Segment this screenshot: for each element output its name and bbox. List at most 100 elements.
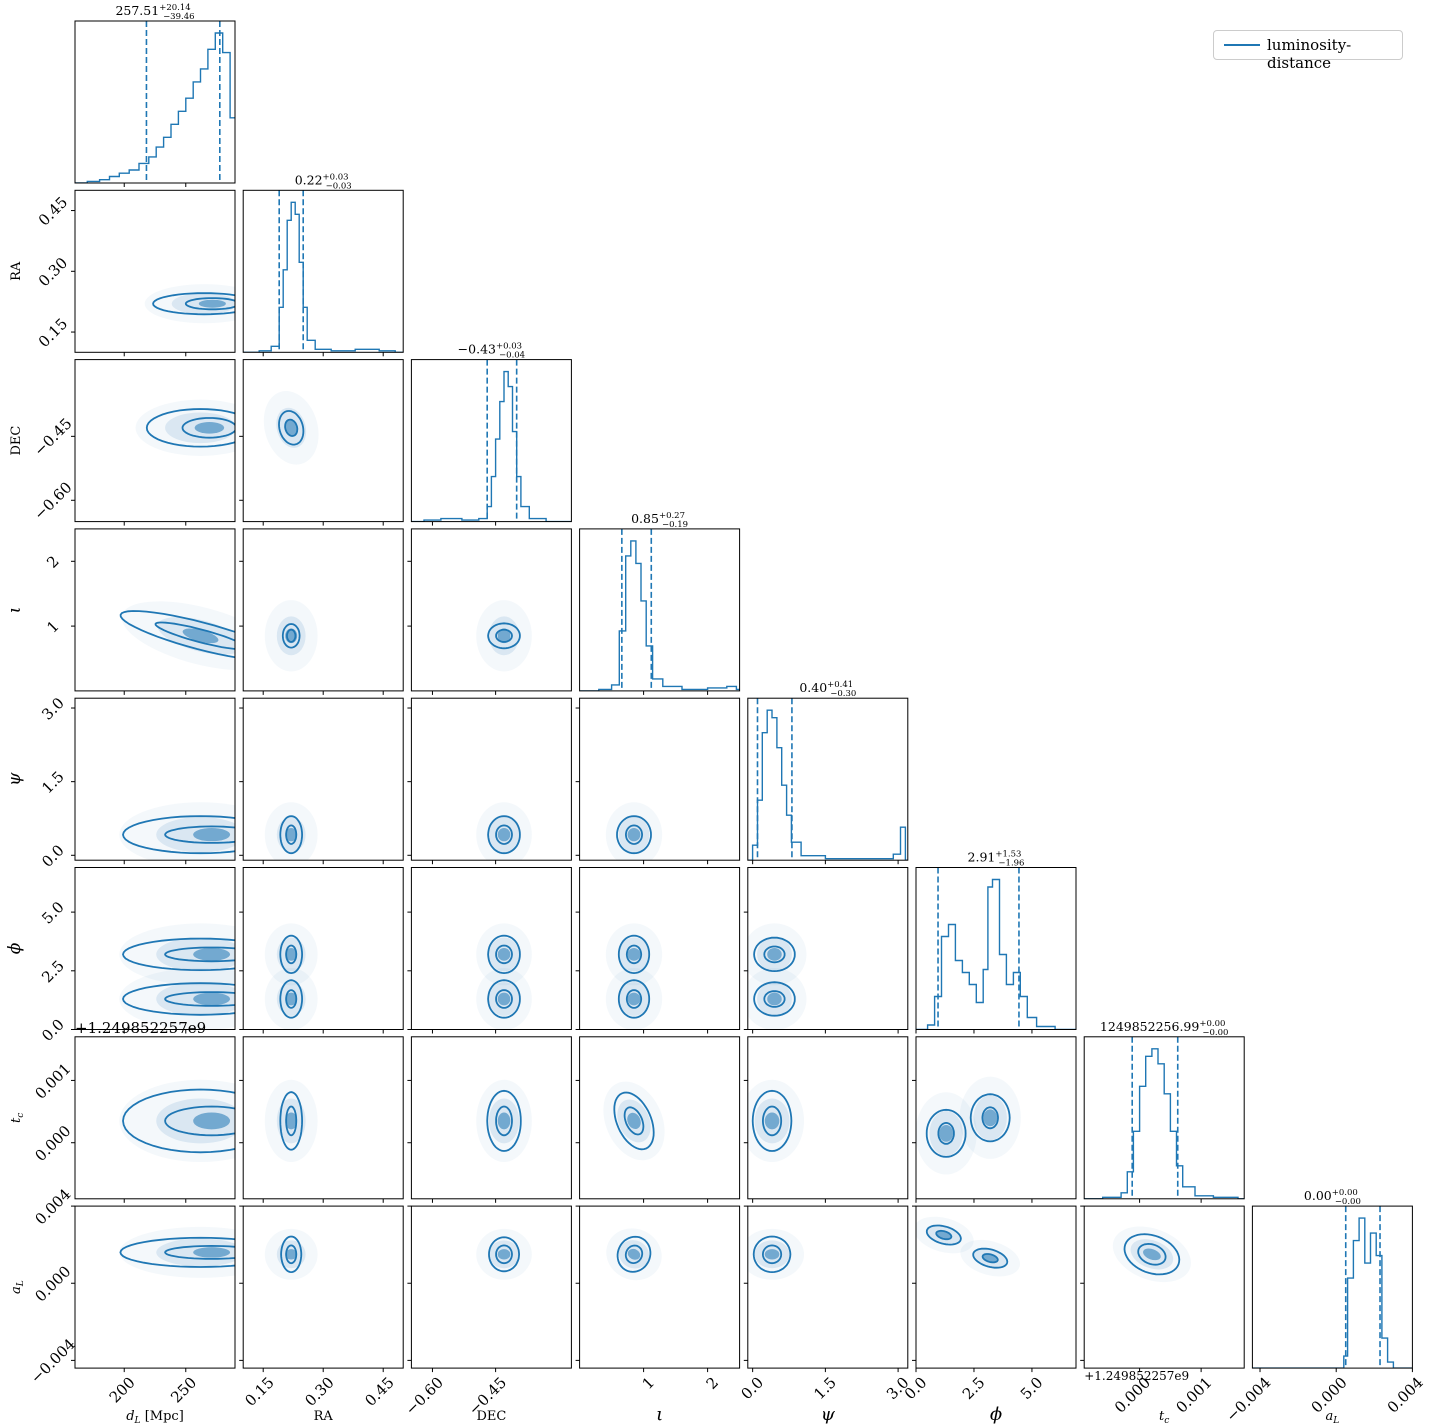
y-tick-label: −0.004 <box>27 1335 79 1387</box>
panel-frame-0-0 <box>74 20 236 184</box>
density-core <box>285 1112 298 1130</box>
contour-inner <box>937 1121 955 1145</box>
panel-frame-2-0 <box>74 359 236 523</box>
contour-inner <box>285 989 298 1009</box>
contour-inner <box>495 824 513 845</box>
contour-inner <box>623 1106 645 1136</box>
x-tick-label: 250 <box>167 1374 200 1407</box>
contour-outer <box>281 623 301 649</box>
histogram-iota <box>579 540 740 691</box>
y-tick-label: 5.0 <box>38 898 68 928</box>
contour-inner <box>495 628 513 643</box>
panel-frame-3-1 <box>242 528 404 692</box>
panel-frame-7-5 <box>915 1205 1077 1369</box>
x-axis-label-ra: RA <box>314 1409 334 1424</box>
density-core <box>193 1112 231 1130</box>
contour-outer <box>753 981 796 1017</box>
x-axis-label-aL: aL <box>1325 1409 1339 1426</box>
density-core <box>767 992 782 1006</box>
contour-inner <box>935 1229 953 1241</box>
y-axis-label-phi: ϕ <box>5 942 25 954</box>
contour-inner <box>285 824 298 845</box>
panel-2d-psi-aL <box>747 1228 805 1280</box>
contour-inner <box>624 1244 644 1265</box>
x-tick-label: 0.004 <box>1384 1374 1427 1417</box>
density-core <box>939 1124 954 1142</box>
title-tc: 1249852256.99+0.00 −0.00 <box>1100 1019 1229 1038</box>
density-halo <box>119 1226 235 1278</box>
panel-2d-ra-dec <box>263 391 319 465</box>
y-tick-label: 0.30 <box>35 254 71 290</box>
y-tick-label: 0.001 <box>31 1060 74 1103</box>
y-axis-label-psi: ψ <box>5 772 25 786</box>
contour-outer <box>613 1091 655 1151</box>
y-tick-label: 0.004 <box>31 1185 74 1228</box>
contour-inner <box>763 990 786 1008</box>
panel-frame-5-0 <box>74 867 236 1030</box>
density-core <box>1143 1248 1161 1261</box>
panel-2d-dl-ra <box>144 284 235 324</box>
panel-frame-2-2 <box>410 359 572 523</box>
panel-2d-dec-aL <box>476 1228 532 1280</box>
density-core <box>983 1109 998 1127</box>
density-core <box>193 1247 231 1258</box>
title-psi: 0.40+0.41 −0.30 <box>799 680 856 699</box>
panel-frame-2-1 <box>242 359 404 523</box>
panel-frame-7-4 <box>747 1205 909 1369</box>
density-core <box>193 992 231 1006</box>
y-tick-label: 1.5 <box>38 768 68 798</box>
panel-2d-ra-tc <box>264 1079 318 1163</box>
contour-outer <box>119 610 235 659</box>
contour-outer <box>279 1091 304 1151</box>
title-iota: 0.85+0.27 −0.19 <box>631 511 688 530</box>
density-core <box>285 992 298 1006</box>
y-tick-label: −0.60 <box>30 478 75 523</box>
contour-outer <box>751 1089 793 1152</box>
panel-frame-4-3 <box>579 697 741 861</box>
x-axis-label-dec: DEC <box>476 1409 506 1424</box>
histogram-tc <box>1084 1048 1245 1199</box>
panel-frame-4-0 <box>74 697 236 861</box>
contour-outer <box>617 979 651 1019</box>
contour-outer <box>1123 1233 1181 1276</box>
panel-frame-6-4 <box>747 1036 909 1200</box>
x-tick-label: 1.5 <box>810 1374 840 1404</box>
density-core <box>497 828 511 842</box>
contour-outer <box>616 1235 652 1273</box>
contour-outer <box>122 982 235 1016</box>
panel-frame-5-5 <box>915 867 1077 1030</box>
density-core <box>497 1112 511 1130</box>
contour-outer <box>486 1089 522 1152</box>
density-core <box>285 948 298 961</box>
density-core <box>194 422 225 434</box>
panel-frame-4-2 <box>410 697 572 861</box>
panel-frame-7-3 <box>579 1205 741 1369</box>
contour-outer <box>145 408 235 448</box>
contour-outer <box>972 1247 1009 1269</box>
panel-2d-dl-dec <box>135 399 235 456</box>
panel-frame-7-2 <box>410 1205 572 1369</box>
x-tick-label: 2 <box>703 1374 722 1393</box>
x-axis-label-iota: ι <box>656 1404 663 1425</box>
contour-inner <box>981 1106 999 1130</box>
y-axis-label-aL: aL <box>9 1280 26 1294</box>
panel-frame-3-2 <box>410 528 572 692</box>
x-offset-text-tc: +1.249852257e9 <box>1084 1369 1189 1383</box>
panel-2d-dec-phi <box>476 923 532 1030</box>
contour-inner <box>763 945 786 964</box>
contour-inner <box>284 418 299 437</box>
histogram-dec <box>411 370 572 522</box>
panel-2d-dl-aL <box>119 1226 235 1278</box>
panel-2d-iota-aL <box>606 1228 662 1281</box>
contour-inner <box>761 1105 783 1137</box>
contour-outer <box>280 1235 303 1274</box>
panel-frame-6-6 <box>1083 1036 1245 1200</box>
legend-label: luminosity-distance <box>1267 36 1352 72</box>
contour-outer <box>752 1235 792 1274</box>
panel-frame-6-0 <box>74 1036 236 1200</box>
density-core <box>285 420 298 436</box>
histogram-ra <box>243 201 404 353</box>
panel-2d-psi-phi <box>747 923 807 1030</box>
density-core <box>193 948 231 961</box>
